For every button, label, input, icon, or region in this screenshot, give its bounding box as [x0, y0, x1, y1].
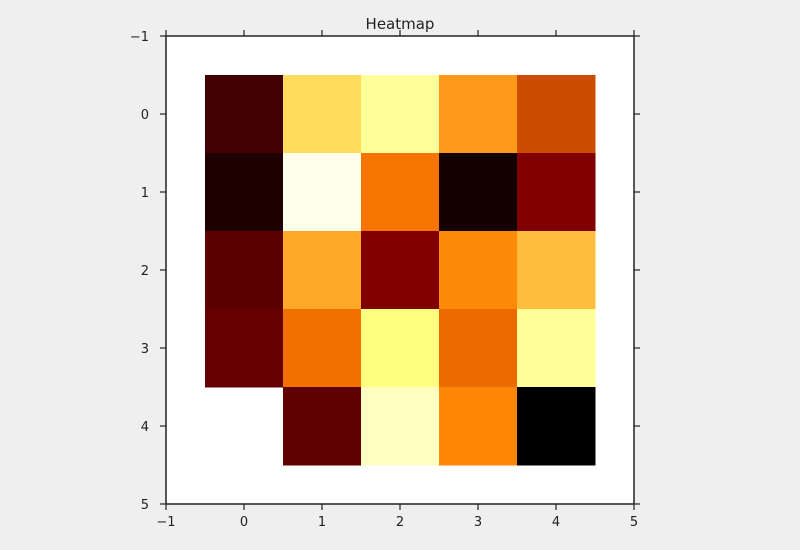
x-tick-label-3: 2 [396, 515, 404, 530]
y-tick-label-3: 2 [141, 264, 149, 279]
heatmap-cell-r2-c2 [361, 231, 440, 310]
y-tick-label-0: −1 [130, 30, 149, 45]
x-tick-label-5: 4 [552, 515, 560, 530]
heatmap-cells [205, 75, 596, 466]
heatmap-cell-r2-c1 [283, 231, 362, 310]
heatmap-cell-r0-c3 [439, 75, 518, 154]
plot-frame [165, 35, 635, 505]
heatmap-cell-r4-c2 [361, 387, 440, 466]
heatmap-cell-r1-c2 [361, 153, 440, 232]
heatmap-cell-r1-c3 [439, 153, 518, 232]
y-tick-label-4: 3 [141, 342, 149, 357]
heatmap-cell-r4-c4 [517, 387, 596, 466]
heatmap-cell-r3-c3 [439, 309, 518, 388]
heatmap-cell-r1-c4 [517, 153, 596, 232]
heatmap-cell-r0-c4 [517, 75, 596, 154]
heatmap-cell-r4-c1 [283, 387, 362, 466]
axis-ticks [160, 30, 640, 510]
heatmap-cell-r0-c0 [205, 75, 284, 154]
x-tick-label-6: 5 [630, 515, 638, 530]
heatmap-cell-r3-c2 [361, 309, 440, 388]
heatmap-cell-r0-c1 [283, 75, 362, 154]
x-tick-label-4: 3 [474, 515, 482, 530]
chart-title: Heatmap [366, 15, 435, 33]
y-tick-label-1: 0 [141, 108, 149, 123]
heatmap-cell-r3-c4 [517, 309, 596, 388]
x-tick-label-0: −1 [156, 515, 175, 530]
heatmap-cell-r2-c3 [439, 231, 518, 310]
heatmap-cell-r0-c2 [361, 75, 440, 154]
heatmap-cell-r4-c3 [439, 387, 518, 466]
x-tick-label-1: 0 [240, 515, 248, 530]
heatmap-cell-r2-c0 [205, 231, 284, 310]
x-tick-label-2: 1 [318, 515, 326, 530]
heatmap-cell-r3-c0 [205, 309, 284, 388]
heatmap-cell-r2-c4 [517, 231, 596, 310]
y-tick-label-5: 4 [141, 420, 149, 435]
heatmap-cell-r1-c0 [205, 153, 284, 232]
y-tick-label-6: 5 [141, 498, 149, 513]
heatmap-cell-r1-c1 [283, 153, 362, 232]
axis-tick-labels: −1 0 1 2 3 4 5 −1 0 1 2 3 4 5 [130, 30, 638, 530]
y-tick-label-2: 1 [141, 186, 149, 201]
heatmap-cell-r3-c1 [283, 309, 362, 388]
